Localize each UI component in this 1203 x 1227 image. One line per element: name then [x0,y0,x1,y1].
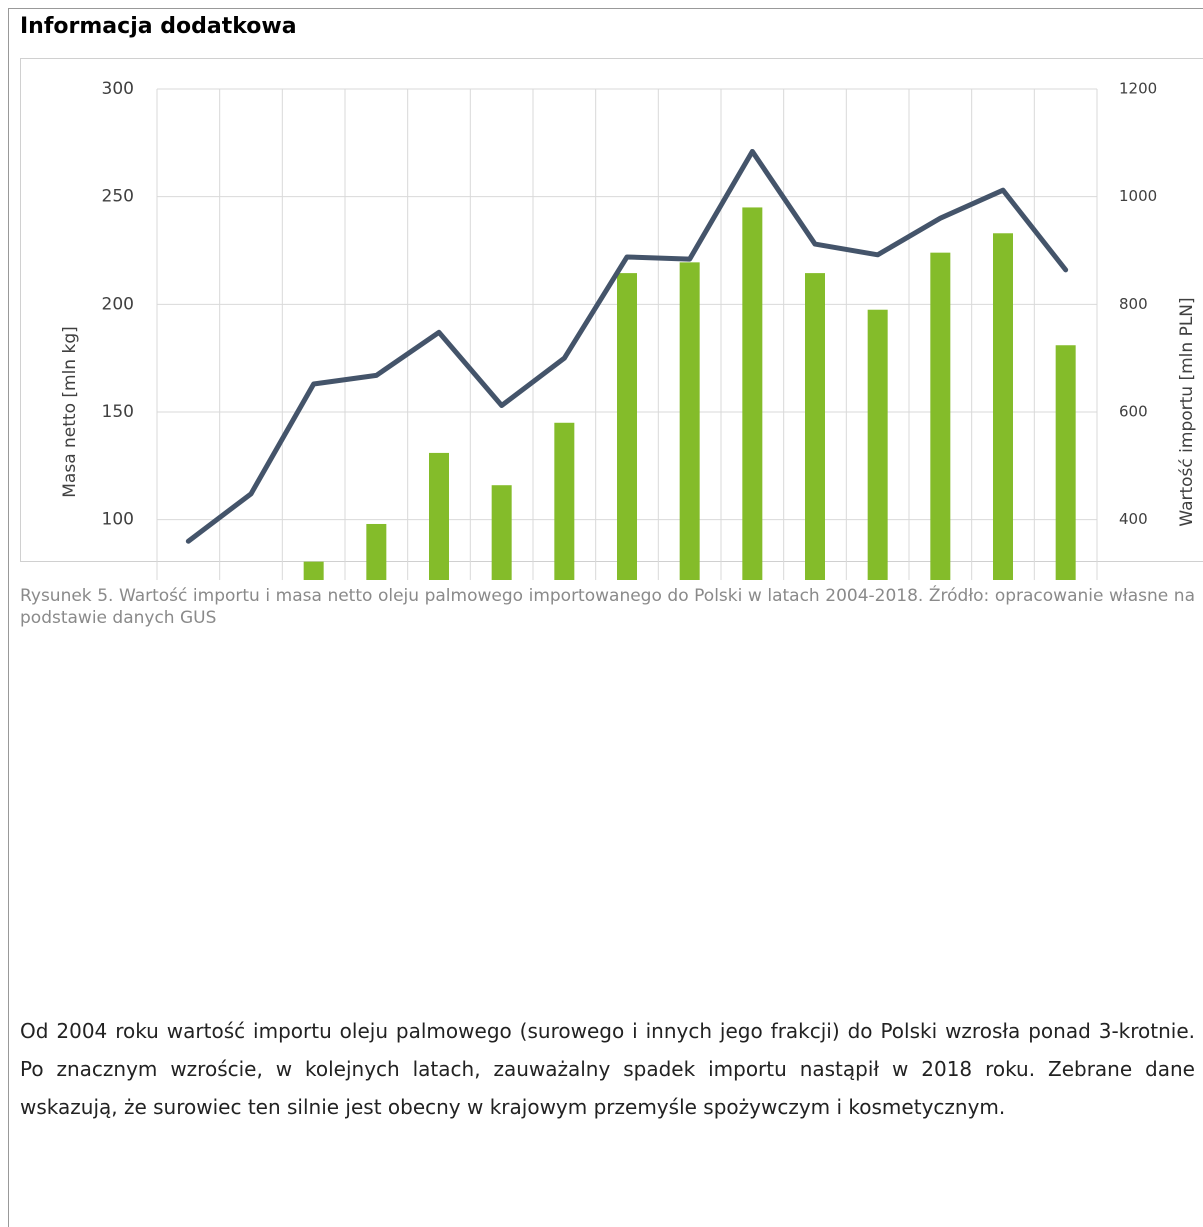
bar [491,485,512,580]
bar [554,422,575,580]
chart: 0501001502002503000200400600800100012002… [60,79,1197,580]
bar [930,252,951,580]
caption: Rysunek 5. Wartość importu i masa netto … [20,586,1195,628]
y2-tick-label: 400 [1119,510,1148,528]
heading: Informacja dodatkowa [20,14,297,39]
bar [429,452,449,580]
y-tick-label: 100 [102,510,134,530]
y2-tick-label: 1000 [1119,187,1157,205]
y2-tick-label: 1200 [1119,80,1157,98]
paragraph: Od 2004 roku wartość importu oleju palmo… [20,1019,1195,1119]
y-tick-label: 250 [102,187,134,207]
bar [366,523,387,580]
bar [993,233,1013,580]
chart-box [20,58,1203,562]
bar [742,207,763,580]
y2-tick-label: 800 [1119,295,1148,313]
frame [8,8,1203,1227]
bar [805,273,825,580]
y-axis-label: Masa netto [mln kg] [60,326,80,498]
bar [303,561,324,580]
bar [867,309,888,580]
bar [1055,345,1076,580]
y2-tick-label: 600 [1119,403,1148,421]
y2-axis-label: Wartość importu [mln PLN] [1177,297,1197,526]
y-tick-label: 300 [102,79,134,99]
line [185,148,1069,544]
y-tick-label: 200 [102,294,134,314]
bar [679,262,700,580]
y-tick-label: 150 [102,402,134,422]
bar [617,273,637,580]
